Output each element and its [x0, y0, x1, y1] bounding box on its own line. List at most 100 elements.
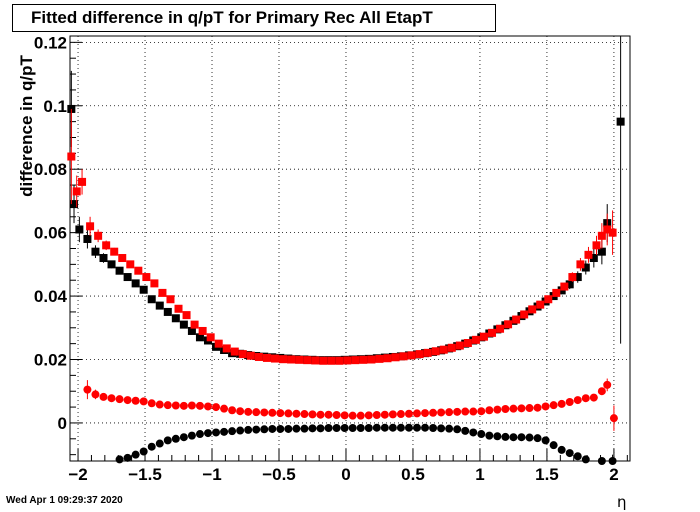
data-point: [332, 424, 341, 433]
data-point: [131, 279, 140, 288]
data-point: [541, 402, 550, 411]
data-point: [421, 423, 430, 432]
data-point: [220, 404, 229, 413]
y-tick-label: 0: [58, 414, 67, 433]
data-point: [509, 433, 518, 442]
x-tick-label: 0.5: [401, 465, 425, 484]
data-point: [179, 433, 188, 442]
data-point: [131, 450, 140, 459]
data-point: [126, 260, 135, 269]
data-point: [230, 347, 239, 356]
data-point: [260, 425, 269, 434]
data-point: [195, 401, 204, 410]
data-point: [525, 404, 534, 413]
data-point: [412, 409, 421, 418]
data-point: [222, 344, 231, 353]
data-point: [396, 423, 405, 432]
data-point: [388, 423, 397, 432]
data-point: [396, 410, 405, 419]
data-point: [581, 394, 590, 403]
data-point: [198, 326, 207, 335]
data-point: [284, 424, 293, 433]
y-tick-label: 0.1: [43, 97, 67, 116]
data-point: [287, 355, 296, 364]
data-point: [147, 399, 156, 408]
data-point: [335, 356, 344, 365]
data-point: [303, 356, 312, 365]
data-point: [453, 425, 462, 434]
data-point: [597, 457, 606, 465]
data-point: [581, 263, 590, 272]
data-point: [399, 352, 408, 361]
data-point: [469, 407, 478, 416]
data-point: [552, 288, 561, 297]
data-point: [203, 429, 212, 438]
data-point: [327, 356, 336, 365]
data-point: [123, 453, 132, 462]
data-point: [115, 455, 124, 464]
data-point: [584, 250, 593, 259]
data-point: [171, 314, 180, 323]
data-point: [493, 405, 502, 414]
data-point: [471, 335, 480, 344]
data-point: [171, 401, 180, 410]
data-point: [78, 177, 87, 186]
data-point: [463, 339, 472, 348]
data-point: [517, 433, 526, 442]
data-point: [139, 397, 148, 406]
y-tick-label: 0.06: [34, 224, 67, 243]
data-point: [391, 353, 400, 362]
data-point: [260, 408, 269, 417]
data-point: [276, 424, 285, 433]
data-point: [437, 408, 446, 417]
data-point: [565, 449, 574, 458]
data-point: [501, 432, 510, 441]
data-point: [343, 356, 352, 365]
data-point: [597, 387, 606, 396]
data-point: [477, 430, 486, 439]
data-point: [83, 385, 92, 394]
data-point: [123, 273, 132, 282]
data-point: [549, 401, 558, 410]
data-point: [279, 355, 288, 364]
data-point: [608, 457, 617, 465]
data-point: [324, 410, 333, 419]
data-point: [254, 352, 263, 361]
data-point: [501, 404, 510, 413]
data-point: [431, 347, 440, 356]
data-point: [276, 409, 285, 418]
data-point: [174, 304, 183, 313]
data-point: [485, 406, 494, 415]
data-point: [308, 410, 317, 419]
data-point: [91, 247, 100, 256]
data-point: [163, 401, 172, 410]
data-point: [308, 424, 317, 433]
data-point: [504, 320, 513, 329]
data-point: [102, 241, 111, 250]
data-point: [252, 408, 261, 417]
data-point: [404, 409, 413, 418]
data-point: [246, 351, 255, 360]
data-point: [367, 355, 376, 364]
data-point: [163, 307, 172, 316]
data-point: [477, 407, 486, 416]
data-point: [445, 408, 454, 417]
data-point: [139, 285, 148, 294]
data-point: [212, 428, 221, 437]
timestamp: Wed Apr 1 09:29:37 2020: [6, 495, 123, 506]
data-point: [455, 341, 464, 350]
data-point: [549, 441, 558, 450]
data-point: [110, 247, 119, 256]
data-point: [520, 310, 529, 319]
data-point: [166, 295, 175, 304]
data-point: [573, 452, 582, 461]
data-point: [292, 424, 301, 433]
data-point: [83, 234, 92, 243]
data-point: [576, 260, 585, 269]
data-point: [284, 409, 293, 418]
data-point: [220, 427, 229, 436]
data-point: [380, 410, 389, 419]
chart-title: Fitted difference in q/pT for Primary Re…: [12, 4, 496, 32]
data-point: [300, 424, 309, 433]
data-point: [536, 300, 545, 309]
